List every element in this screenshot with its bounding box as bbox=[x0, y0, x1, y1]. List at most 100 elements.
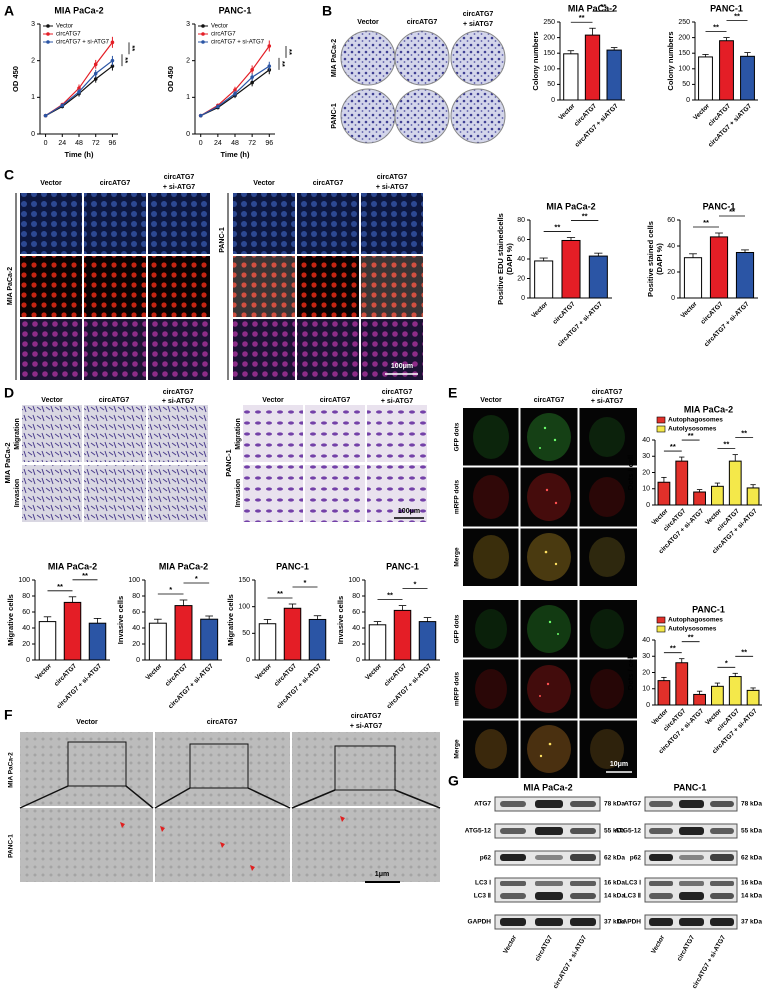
column-header: Vector bbox=[480, 397, 502, 404]
x-tick-label: Vector bbox=[557, 102, 576, 121]
scale-label: 100μm bbox=[391, 363, 413, 370]
micrograph bbox=[20, 193, 82, 254]
y-axis-label: Colony numbers bbox=[531, 31, 540, 90]
legend-marker bbox=[46, 32, 50, 36]
column-header: + si-ATG7 bbox=[381, 398, 413, 405]
size-label: 55 kDa bbox=[604, 828, 625, 835]
panel-label: G bbox=[448, 773, 459, 789]
size-label: 62 kDa bbox=[604, 855, 625, 862]
band bbox=[570, 801, 596, 807]
bar bbox=[711, 485, 724, 506]
point bbox=[77, 86, 81, 90]
significance-label: ** bbox=[741, 647, 747, 656]
x-axis-label: Time (h) bbox=[220, 150, 250, 159]
point bbox=[43, 113, 48, 118]
significance-label: ** bbox=[688, 431, 694, 440]
em-image bbox=[155, 732, 290, 806]
image-separators bbox=[463, 408, 637, 778]
legend-swatch bbox=[656, 616, 666, 624]
column-header: Vector bbox=[357, 19, 379, 26]
zoom-box bbox=[67, 741, 127, 787]
bar bbox=[534, 260, 554, 299]
dot bbox=[539, 695, 541, 697]
protein-label: ATG5-12 bbox=[615, 828, 642, 835]
micrograph bbox=[297, 193, 359, 254]
point bbox=[93, 71, 98, 76]
x-tick-label: 48 bbox=[231, 140, 239, 147]
protein-label: p62 bbox=[630, 855, 642, 862]
significance-label: ** bbox=[729, 207, 735, 216]
micrograph bbox=[305, 405, 365, 462]
x-tick-label: 0 bbox=[44, 140, 48, 147]
bar bbox=[740, 55, 755, 101]
puncta bbox=[539, 426, 559, 635]
bar bbox=[88, 622, 107, 661]
y-tick-label: 3 bbox=[31, 21, 35, 28]
significance-label: ** bbox=[277, 589, 283, 598]
arrow bbox=[340, 816, 345, 822]
chart-title: PANC-1 bbox=[692, 604, 725, 614]
panel-label: D bbox=[4, 385, 14, 401]
x-tick-label: circATG7 bbox=[700, 300, 725, 325]
protein-label: GAPDH bbox=[618, 919, 642, 926]
micrograph bbox=[305, 465, 365, 522]
column-header: circATG7 bbox=[463, 11, 494, 18]
row-label: MIA PaCa-2 bbox=[3, 443, 12, 484]
bands bbox=[500, 800, 596, 926]
bands bbox=[649, 800, 734, 926]
bar bbox=[693, 693, 706, 706]
band bbox=[649, 881, 673, 886]
y-tick-label: 40 bbox=[132, 625, 140, 632]
lane-label: circATG7 + si-ATG7 bbox=[691, 934, 727, 990]
chart-title: MIA PaCa-2 bbox=[54, 5, 103, 15]
y-tick-label: 100 bbox=[238, 604, 250, 611]
y-tick-label: 0 bbox=[26, 657, 30, 664]
x-tick-label: circATG7 bbox=[383, 662, 408, 687]
x-tick-label: Vector bbox=[364, 662, 383, 681]
puncta bbox=[539, 550, 558, 758]
scale-label: 100μm bbox=[398, 508, 420, 515]
point bbox=[77, 90, 81, 94]
y-tick-label: 0 bbox=[646, 502, 650, 509]
point bbox=[250, 75, 254, 79]
legend-label: Autophagosomes bbox=[668, 617, 723, 624]
cell bbox=[527, 605, 571, 653]
micrograph bbox=[84, 405, 146, 462]
dot bbox=[554, 562, 558, 566]
y-tick-label: 40 bbox=[642, 637, 650, 644]
dot bbox=[548, 742, 552, 746]
y-tick-label: 20 bbox=[132, 641, 140, 648]
x-tick-label: circATG7 bbox=[552, 300, 577, 325]
cell bbox=[475, 669, 507, 709]
legend-marker bbox=[201, 24, 205, 28]
cell bbox=[473, 415, 509, 459]
y-tick-label: 1 bbox=[31, 94, 35, 101]
panel-label: F bbox=[4, 707, 13, 723]
point bbox=[110, 64, 115, 68]
x-tick-label: circATG7 + si-ATG7 bbox=[167, 662, 215, 710]
significance-label: ** bbox=[121, 57, 130, 63]
point bbox=[198, 113, 203, 118]
band bbox=[500, 918, 526, 926]
point bbox=[267, 64, 272, 68]
y-axis-label: Positive EDU stainedcells bbox=[496, 213, 505, 305]
band bbox=[649, 828, 673, 834]
x-tick-label: Vector bbox=[680, 300, 699, 319]
micrograph bbox=[148, 465, 208, 522]
row-label: MIA PaCa-2 bbox=[331, 39, 338, 77]
cell bbox=[590, 729, 624, 769]
band bbox=[500, 854, 526, 861]
y-tick-label: 0 bbox=[31, 131, 35, 138]
scale-label: 10μm bbox=[610, 761, 628, 768]
blot-title: PANC-1 bbox=[674, 782, 707, 792]
micrograph bbox=[148, 256, 210, 317]
size-label: 78 kDa bbox=[604, 801, 625, 808]
bar bbox=[698, 56, 713, 101]
y-tick-label: 60 bbox=[667, 217, 675, 224]
y-tick-label: 100 bbox=[543, 66, 555, 73]
dot bbox=[539, 447, 541, 449]
legend-marker bbox=[201, 40, 205, 44]
chart-title: MIA PaCa-2 bbox=[546, 201, 595, 211]
protein-label: LC3 Ⅱ bbox=[474, 892, 491, 900]
band bbox=[535, 892, 563, 900]
